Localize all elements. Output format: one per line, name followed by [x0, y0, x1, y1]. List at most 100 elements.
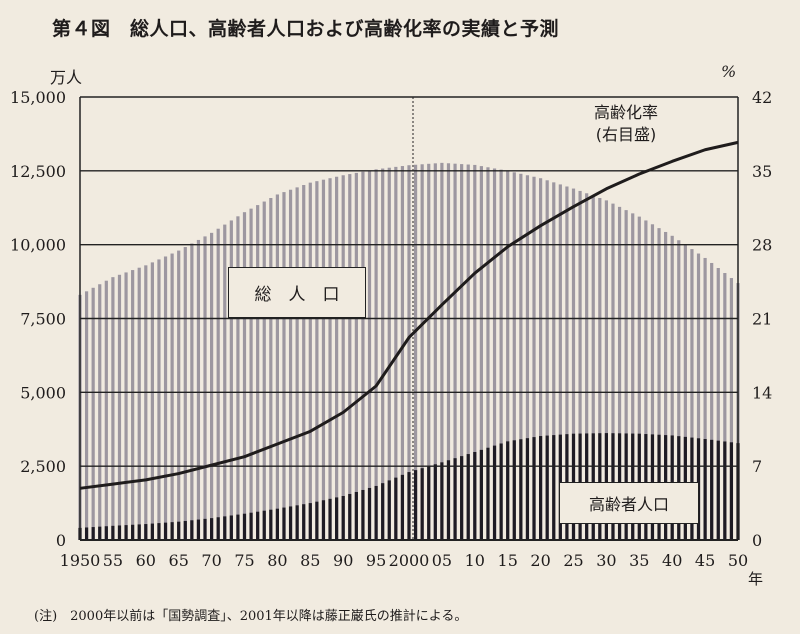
right-axis-tick: 0 [752, 531, 762, 550]
total-population-bar [558, 184, 562, 540]
elderly-population-bar [84, 527, 89, 540]
total-population-bar [440, 162, 444, 541]
elderly-population-bar [374, 485, 378, 540]
total-population-bar [183, 247, 187, 540]
x-axis-tick: 55 [103, 551, 123, 570]
elderly-population-bar [512, 440, 516, 540]
aging-rate-label: 高齢化率 [594, 103, 659, 122]
aging-rate-legend: 高齢化率 (右目盛) [594, 102, 658, 146]
total-population-bar [604, 200, 608, 540]
elderly-population-bar [492, 445, 497, 540]
left-axis-tick: 5,000 [20, 383, 66, 402]
total-population-bar [598, 198, 602, 540]
elderly-population-bar [104, 526, 108, 540]
elderly-population-bar [433, 464, 437, 540]
chart-title: 第４図 総人口、高齢者人口および高齢化率の実績と予測 [52, 18, 560, 40]
elderly-population-bar [269, 509, 273, 540]
total-population-bar [216, 228, 220, 540]
total-population-bar [196, 239, 201, 540]
x-axis-tick: 95 [366, 551, 386, 570]
left-axis-tick: 2,500 [20, 457, 66, 476]
elderly-population-bar [315, 501, 319, 540]
elderly-population-bar [163, 522, 168, 540]
total-population-bar [137, 267, 141, 540]
elderly-population-bar [98, 526, 102, 540]
x-axis-tick: 2000 [389, 551, 430, 570]
elderly-population-bar [479, 449, 483, 540]
total-population-bar [262, 201, 266, 540]
total-population-bar [611, 203, 615, 540]
total-population-bar [315, 181, 319, 541]
elderly-population-bar [295, 505, 299, 540]
total-population-bar [117, 274, 122, 540]
total-population-bar [624, 210, 628, 540]
right-axis-unit: % [721, 62, 737, 81]
total-population-bar [499, 169, 503, 541]
total-population-bar [302, 185, 306, 540]
x-axis-tick: 45 [695, 551, 715, 570]
total-population-bar [203, 236, 207, 540]
total-population-bar [644, 220, 648, 540]
x-axis-tick: 70 [201, 551, 221, 570]
total-population-bar [335, 176, 339, 541]
elderly-population-bar [137, 524, 141, 540]
x-axis-tick: 85 [300, 551, 320, 570]
elderly-population-bar [150, 523, 154, 540]
aging-rate-line [79, 140, 739, 490]
x-axis-tick: 65 [169, 551, 189, 570]
total-population-bar [710, 262, 714, 540]
total-population-bar [288, 189, 293, 540]
total-population-bar [545, 180, 549, 540]
total-population-bar [407, 165, 411, 541]
total-population-bar [492, 168, 497, 540]
total-population-bar [473, 164, 477, 540]
elderly-population-bar [525, 438, 530, 540]
total-population-bar [295, 187, 299, 540]
elderly-population-bar [545, 435, 549, 540]
elderly-population-bar [473, 451, 477, 540]
total-population-bar [229, 220, 233, 540]
total-population-bar [223, 224, 227, 541]
total-population-bar [381, 168, 385, 541]
x-axis-tick: 75 [234, 551, 254, 570]
total-population-bar [578, 190, 582, 540]
elderly-population-bar [262, 510, 266, 540]
elderly-population-bar [499, 443, 503, 540]
total-population-bar [525, 175, 530, 540]
elderly-population-bar [453, 458, 457, 540]
total-population-bar [571, 188, 576, 540]
elderly-population-bar [413, 470, 418, 540]
elderly-population-bar [367, 487, 372, 540]
elderly-population-bar [387, 480, 391, 540]
total-population-bar [354, 172, 358, 540]
total-population-bar [413, 164, 418, 541]
left-axis-tick: 7,500 [20, 310, 66, 329]
x-axis-tick: 40 [662, 551, 682, 570]
total-population-bar [664, 231, 668, 540]
elderly-population-bar [716, 440, 720, 540]
total-population-bar [150, 262, 154, 540]
total-population-label: 総 人 口 [228, 267, 366, 318]
total-population-bar [144, 265, 148, 540]
total-population-bar [466, 164, 470, 541]
x-axis-tick: 50 [728, 551, 748, 570]
right-axis-tick: 28 [752, 236, 772, 255]
elderly-population-bar [552, 435, 556, 540]
elderly-population-bar [190, 520, 194, 540]
total-population-bar [269, 198, 273, 540]
elderly-population-bar [460, 456, 464, 540]
elderly-population-bar [111, 525, 115, 540]
total-population-bar [670, 235, 674, 540]
elderly-population-bar [91, 527, 95, 540]
elderly-population-bar [242, 513, 247, 540]
elderly-population-bar [308, 503, 312, 540]
total-population-bar [703, 257, 707, 540]
total-population-bar [532, 176, 536, 541]
total-population-bar [460, 164, 464, 540]
total-population-bar [433, 163, 437, 541]
total-population-bar [512, 172, 516, 540]
total-population-bar [696, 253, 701, 540]
total-population-bar [650, 224, 655, 540]
elderly-population-bar [539, 436, 543, 540]
